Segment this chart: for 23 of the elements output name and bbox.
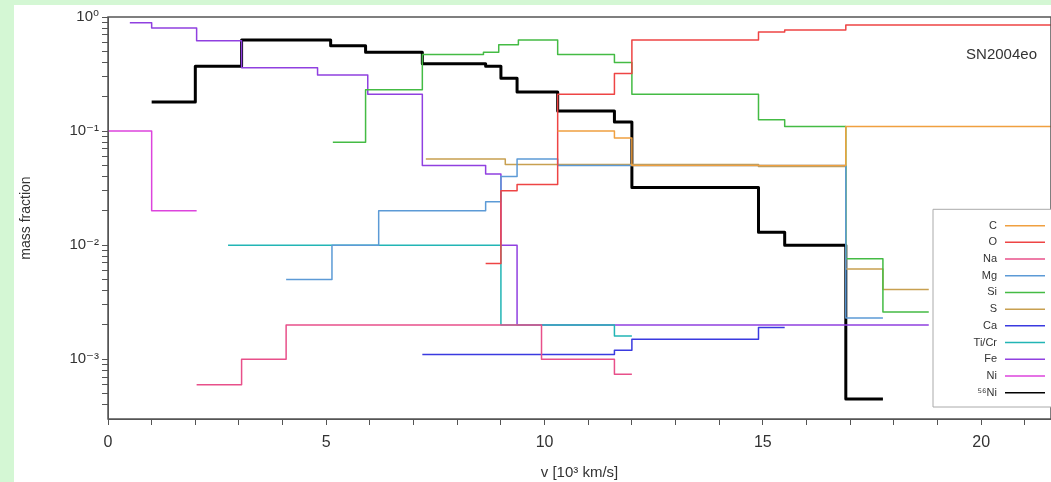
legend-label: O [988,235,998,248]
x-tick-label: 10 [535,433,554,451]
x-tick-label: 15 [753,433,772,451]
x-tick-label: 0 [103,433,113,451]
y-tick-label: 10⁻¹ [69,121,99,139]
legend-label: Fe [984,352,997,365]
legend-label: Ni [986,368,997,381]
legend-label: Si [987,285,997,298]
y-tick-label: 10⁻² [69,235,99,253]
x-tick-label: 20 [972,433,991,451]
y-tick-label: 10⁻³ [69,349,99,367]
x-axis-title: v [10³ km/s] [540,463,619,481]
legend-label: ⁵⁶Ni [977,385,997,398]
legend-label: Ca [982,318,998,331]
legend-label: Ti/Cr [973,335,998,348]
legend-label: S [989,302,997,315]
legend-label: C [989,218,998,231]
legend-label: Mg [981,268,997,281]
x-tick-label: 5 [321,433,331,451]
y-axis-title: mass fraction [17,176,34,260]
text: SN2004eo [966,44,1037,62]
legend-label: Na [982,252,998,265]
y-tick-label: 10⁰ [76,7,99,25]
